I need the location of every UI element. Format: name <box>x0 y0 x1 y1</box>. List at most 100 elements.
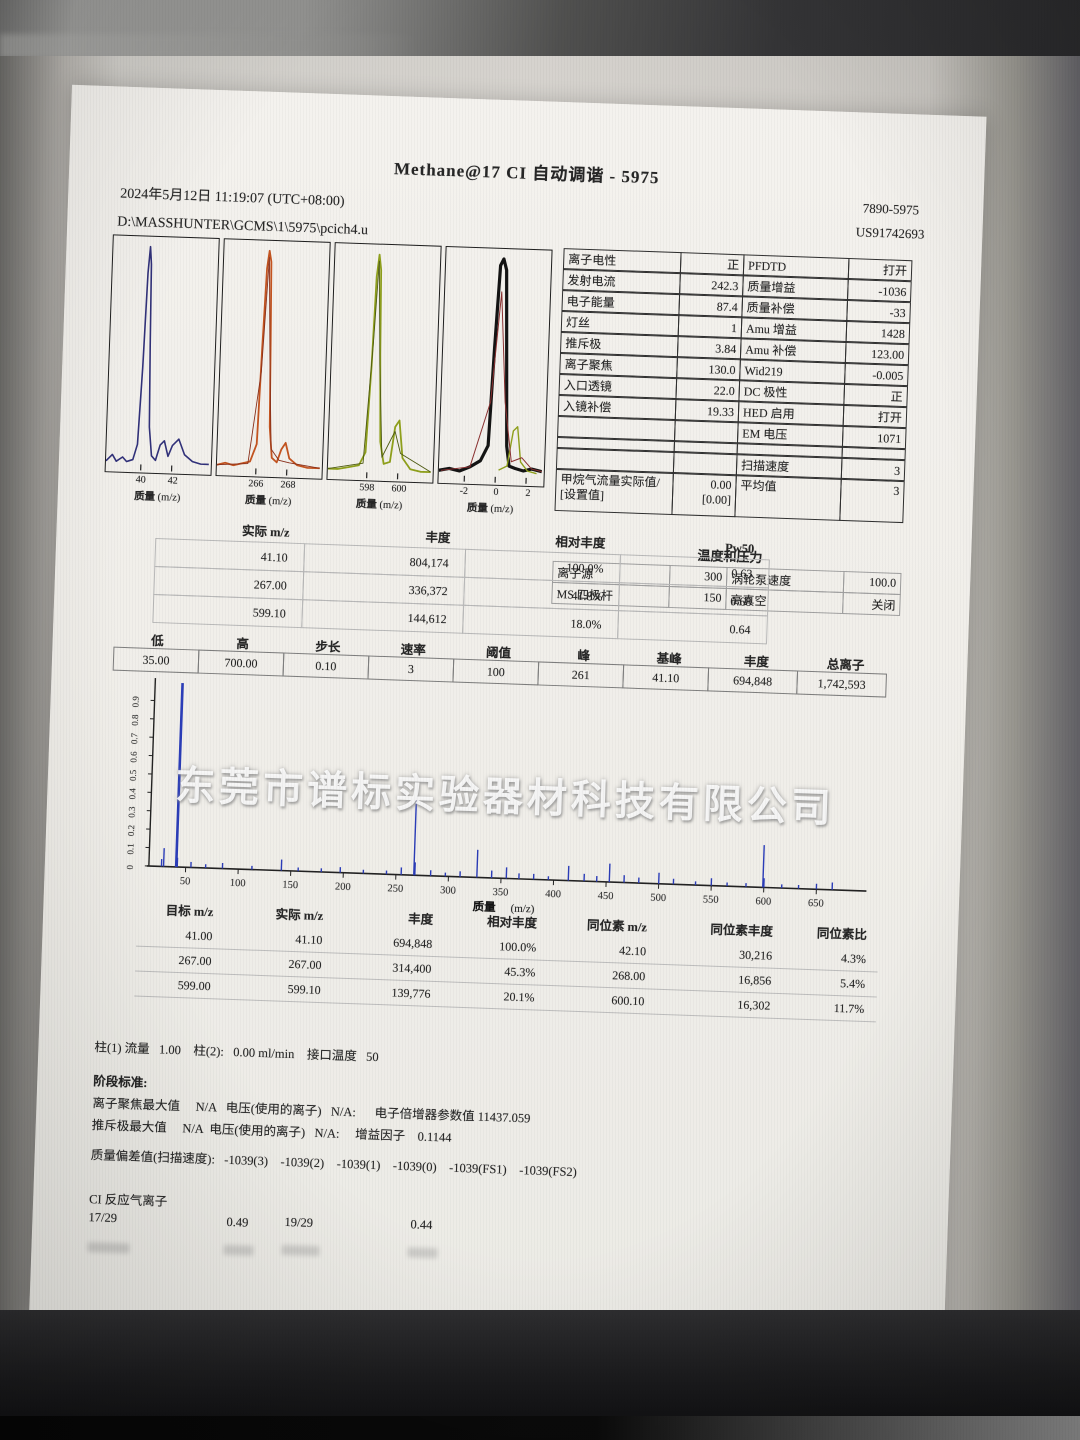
table-cell: 16,302 <box>655 989 783 1020</box>
profile-overlay: -2 0 2 质量 (m/z) <box>436 245 553 518</box>
table-cell: 267.00 <box>135 946 224 975</box>
axis-tick-label: -2 <box>459 485 469 497</box>
ci-ratio-label-1: 17/29 <box>88 1210 118 1226</box>
table-cell: 130.0 <box>676 357 741 381</box>
profile-599: 598 600 质量 (m/z) <box>325 242 442 514</box>
svg-text:质量: 质量 <box>472 899 496 914</box>
table-cell: 41.00 <box>136 921 225 950</box>
table-cell: -1036 <box>847 278 912 303</box>
table-cell <box>673 420 739 444</box>
table-cell: 42.10 <box>547 935 659 965</box>
axis-tick-label: 40 <box>135 474 146 486</box>
table-cell: 599.00 <box>134 971 224 1000</box>
table-cell <box>672 452 738 476</box>
desk-edge <box>0 1416 1080 1440</box>
profile-267: 266 268 质量 (m/z) <box>214 238 331 510</box>
axis-tick-label: 0 <box>493 486 499 498</box>
svg-text:300: 300 <box>440 885 456 897</box>
svg-text:0.7: 0.7 <box>129 732 139 744</box>
table-cell: 打开 <box>842 404 908 429</box>
profile-41: 40 42 质量 (m/z) <box>104 234 220 506</box>
svg-text:0.9: 0.9 <box>130 696 140 708</box>
criteria-title: 阶段标准: <box>93 1074 148 1091</box>
svg-text:50: 50 <box>180 876 191 887</box>
profile-41-plot <box>104 234 220 476</box>
svg-text:0.4: 0.4 <box>127 787 137 799</box>
profile-267-axis-label: 质量 (m/z) <box>244 495 292 508</box>
profile-599-axis-label: 质量 (m/z) <box>355 498 403 512</box>
svg-text:0.5: 0.5 <box>128 769 138 781</box>
axis-tick-label: 598 <box>359 482 375 494</box>
profile-overlay-axis-label: 质量 (m/z) <box>466 502 514 516</box>
table-cell: 35.00 <box>112 646 200 674</box>
axis-tick-label: 42 <box>167 475 178 487</box>
tune-report-page: Methane@17 CI 自动调谐 - 5975 2024年5月12日 11:… <box>29 84 987 1344</box>
svg-text:0.1: 0.1 <box>125 843 135 855</box>
axis-tick-label: 2 <box>525 487 531 500</box>
table-cell: 694,848 <box>333 928 445 958</box>
table-cell: -33 <box>846 299 911 324</box>
monitor-screen: Methane@17 CI 自动调谐 - 5975 2024年5月12日 11:… <box>0 56 1080 1344</box>
table-cell: 正 <box>679 252 745 276</box>
table-cell: 123.00 <box>844 341 910 366</box>
table-cell: 3 <box>840 457 906 482</box>
spectrum-svg: 0 0.1 0.2 0.3 0.4 0.5 0.6 0.7 0.8 0.9 50 100 150 200 2… <box>125 678 867 916</box>
table-cell: 18.0% <box>462 604 620 640</box>
table-cell: 4.3% <box>783 944 879 973</box>
table-cell: 100 <box>452 658 540 686</box>
peak-profile-charts: 40 42 质量 (m/z) 266 268 质量 (m/z) 598 600 质量 (m/z)… <box>104 234 563 518</box>
table-cell: 45.3% <box>442 957 548 986</box>
svg-text:550: 550 <box>703 894 719 906</box>
spectrum-chart: 0 0.1 0.2 0.3 0.4 0.5 0.6 0.7 0.8 0.9 50 100 150 200 2… <box>105 673 883 934</box>
table-cell: 甲烷气流量实际值/ [设置值] <box>554 468 674 516</box>
svg-text:350: 350 <box>492 887 508 899</box>
ci-ratio-value-1: 0.49 <box>226 1214 249 1230</box>
mass-offset-line: 质量偏差值(扫描速度): -1039(3) -1039(2) -1039(1) … <box>90 1148 578 1180</box>
table-cell: 1,742,593 <box>796 670 888 698</box>
profile-267-plot <box>215 238 331 480</box>
table-cell: 5.4% <box>782 969 878 998</box>
svg-text:150: 150 <box>282 880 298 892</box>
svg-text:0.8: 0.8 <box>130 714 140 726</box>
table-cell: -0.005 <box>844 362 909 387</box>
table-cell: 694,848 <box>707 667 799 695</box>
table-cell: 600.10 <box>546 985 657 1015</box>
table-cell: 268.00 <box>546 960 658 990</box>
table-cell: 正 <box>843 383 909 408</box>
svg-text:(m/z): (m/z) <box>510 903 535 916</box>
table-cell: 144,612 <box>301 599 465 634</box>
svg-text:200: 200 <box>335 881 351 893</box>
profile-41-axis-label: 质量 (m/z) <box>133 491 181 504</box>
table-cell: 599.10 <box>152 593 304 629</box>
ci-ratio-value-2: 0.44 <box>410 1217 433 1233</box>
table-cell: 20.1% <box>442 982 547 1011</box>
table-cell: 599.10 <box>222 974 334 1004</box>
table-cell: 41.10 <box>622 664 710 692</box>
svg-text:0.3: 0.3 <box>127 806 137 818</box>
svg-text:0.2: 0.2 <box>126 825 136 837</box>
ci-ratio-row: 17/29 0.49 19/29 0.44 <box>72 85 986 1232</box>
instrument-serial: US91742693 <box>855 224 925 242</box>
profile-overlay-plot <box>437 245 553 488</box>
table-cell: 打开 <box>847 258 913 282</box>
svg-text:450: 450 <box>598 891 614 903</box>
table-cell: 700.00 <box>197 649 285 677</box>
table-cell: 平均值 <box>734 475 842 521</box>
instrument-model: 7890-5975 <box>862 200 920 218</box>
table-cell: 相对丰度 <box>486 914 538 931</box>
svg-text:250: 250 <box>387 883 403 895</box>
table-cell: 3 <box>839 478 905 524</box>
svg-text:400: 400 <box>545 889 561 901</box>
table-cell: 314,400 <box>333 953 444 983</box>
table-cell: 0.00 [0.00] <box>671 473 737 518</box>
table-cell: 19.33 <box>674 399 740 423</box>
svg-text:650: 650 <box>808 898 824 910</box>
table-cell: 267.00 <box>223 949 334 979</box>
table-cell: 100.0% <box>443 932 549 961</box>
ci-reagent-title: CI 反应气离子 <box>88 1192 168 1209</box>
ci-faded-row <box>72 85 986 1259</box>
table-cell: 87.4 <box>678 294 744 318</box>
profile-peak-table: 实际 m/z 丰度 相对丰度 Pw50 41.10 804,174 100.0% 0.63 26… <box>152 518 774 645</box>
svg-text:500: 500 <box>650 892 666 904</box>
table-cell: 目标 m/z <box>165 903 214 920</box>
